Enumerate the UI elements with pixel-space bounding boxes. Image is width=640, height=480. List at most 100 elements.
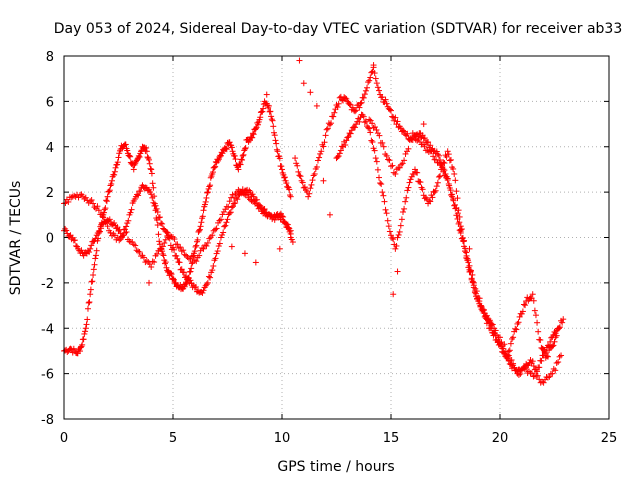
data-point [451, 201, 458, 208]
data-point [366, 77, 373, 84]
data-point [235, 166, 242, 173]
data-point [364, 84, 371, 91]
data-point [250, 131, 257, 138]
data-point [546, 373, 553, 380]
data-point [127, 209, 134, 216]
data-point [560, 316, 567, 323]
data-point [454, 195, 461, 202]
data-point [192, 243, 199, 250]
data-point [382, 96, 389, 103]
data-point [310, 172, 317, 179]
data-point [78, 247, 85, 254]
data-point [531, 307, 538, 314]
data-point [352, 124, 359, 131]
data-point [272, 137, 279, 144]
data-point [163, 228, 170, 235]
data-point [391, 117, 398, 124]
data-point [175, 245, 182, 252]
data-point [96, 228, 103, 235]
data-point [155, 231, 162, 238]
data-point [342, 95, 349, 102]
data-point [167, 270, 174, 277]
data-point [281, 174, 288, 181]
data-point [402, 150, 409, 157]
data-point [257, 114, 264, 121]
data-point [555, 325, 562, 332]
data-point [519, 308, 526, 315]
data-point [223, 145, 230, 152]
data-point [79, 341, 86, 348]
data-point [217, 152, 224, 159]
data-point [82, 325, 89, 332]
data-point [297, 173, 304, 180]
chart-title: Day 053 of 2024, Sidereal Day-to-day VTE… [54, 21, 623, 37]
data-point [62, 199, 69, 206]
data-point [352, 108, 359, 115]
plot-frame [63, 55, 610, 420]
data-point [219, 211, 226, 218]
data-point [234, 196, 241, 203]
data-point [242, 144, 249, 151]
data-point [143, 257, 150, 264]
x-tick-label: 25 [601, 431, 618, 446]
data-point [406, 136, 413, 143]
data-point [76, 192, 83, 199]
data-point [257, 109, 264, 116]
data-point [393, 166, 400, 173]
data-point [515, 319, 522, 326]
data-point [182, 281, 189, 288]
data-point [425, 139, 432, 146]
data-point [388, 232, 394, 239]
data-point [83, 321, 90, 328]
data-point [486, 325, 493, 332]
data-point [435, 173, 442, 180]
data-point [187, 268, 194, 275]
data-point [353, 107, 360, 114]
data-point [90, 200, 97, 207]
data-point [92, 252, 99, 259]
data-point [535, 328, 542, 335]
data-point [447, 156, 454, 163]
data-point [153, 205, 160, 212]
data-point [366, 116, 373, 123]
data-point [184, 276, 191, 283]
data-point [250, 193, 257, 200]
data-point [428, 148, 435, 155]
data-point [537, 336, 544, 343]
data-point [399, 160, 406, 167]
data-point [427, 142, 434, 149]
data-point [444, 175, 451, 182]
data-point [196, 252, 203, 259]
data-point [178, 248, 185, 255]
y-tick-label: -8 [41, 413, 54, 428]
data-point [66, 233, 73, 240]
data-point [386, 106, 393, 113]
data-point [241, 250, 248, 257]
data-point [299, 179, 306, 186]
data-point [159, 250, 166, 257]
data-point [273, 140, 280, 147]
data-point [171, 246, 178, 253]
data-point [143, 144, 150, 151]
data-point [216, 217, 223, 224]
data-point [331, 109, 338, 116]
data-point [356, 118, 363, 125]
data-point [276, 213, 283, 220]
y-tick-labels: -8 -6 -4 -2 0 2 4 6 8 [41, 50, 54, 428]
data-point [199, 289, 206, 296]
data-point [203, 242, 210, 249]
data-point [223, 146, 230, 153]
data-point [529, 291, 536, 298]
data-point [372, 75, 379, 82]
data-point [373, 126, 380, 133]
data-point [316, 154, 323, 161]
data-point [191, 257, 198, 264]
data-point [294, 162, 301, 169]
x-tick-label: 20 [492, 431, 509, 446]
data-point [148, 166, 155, 173]
data-point [528, 370, 535, 377]
data-point [335, 153, 342, 160]
data-point [473, 288, 480, 295]
y-tick-label: 2 [46, 186, 54, 201]
data-point [165, 232, 172, 239]
